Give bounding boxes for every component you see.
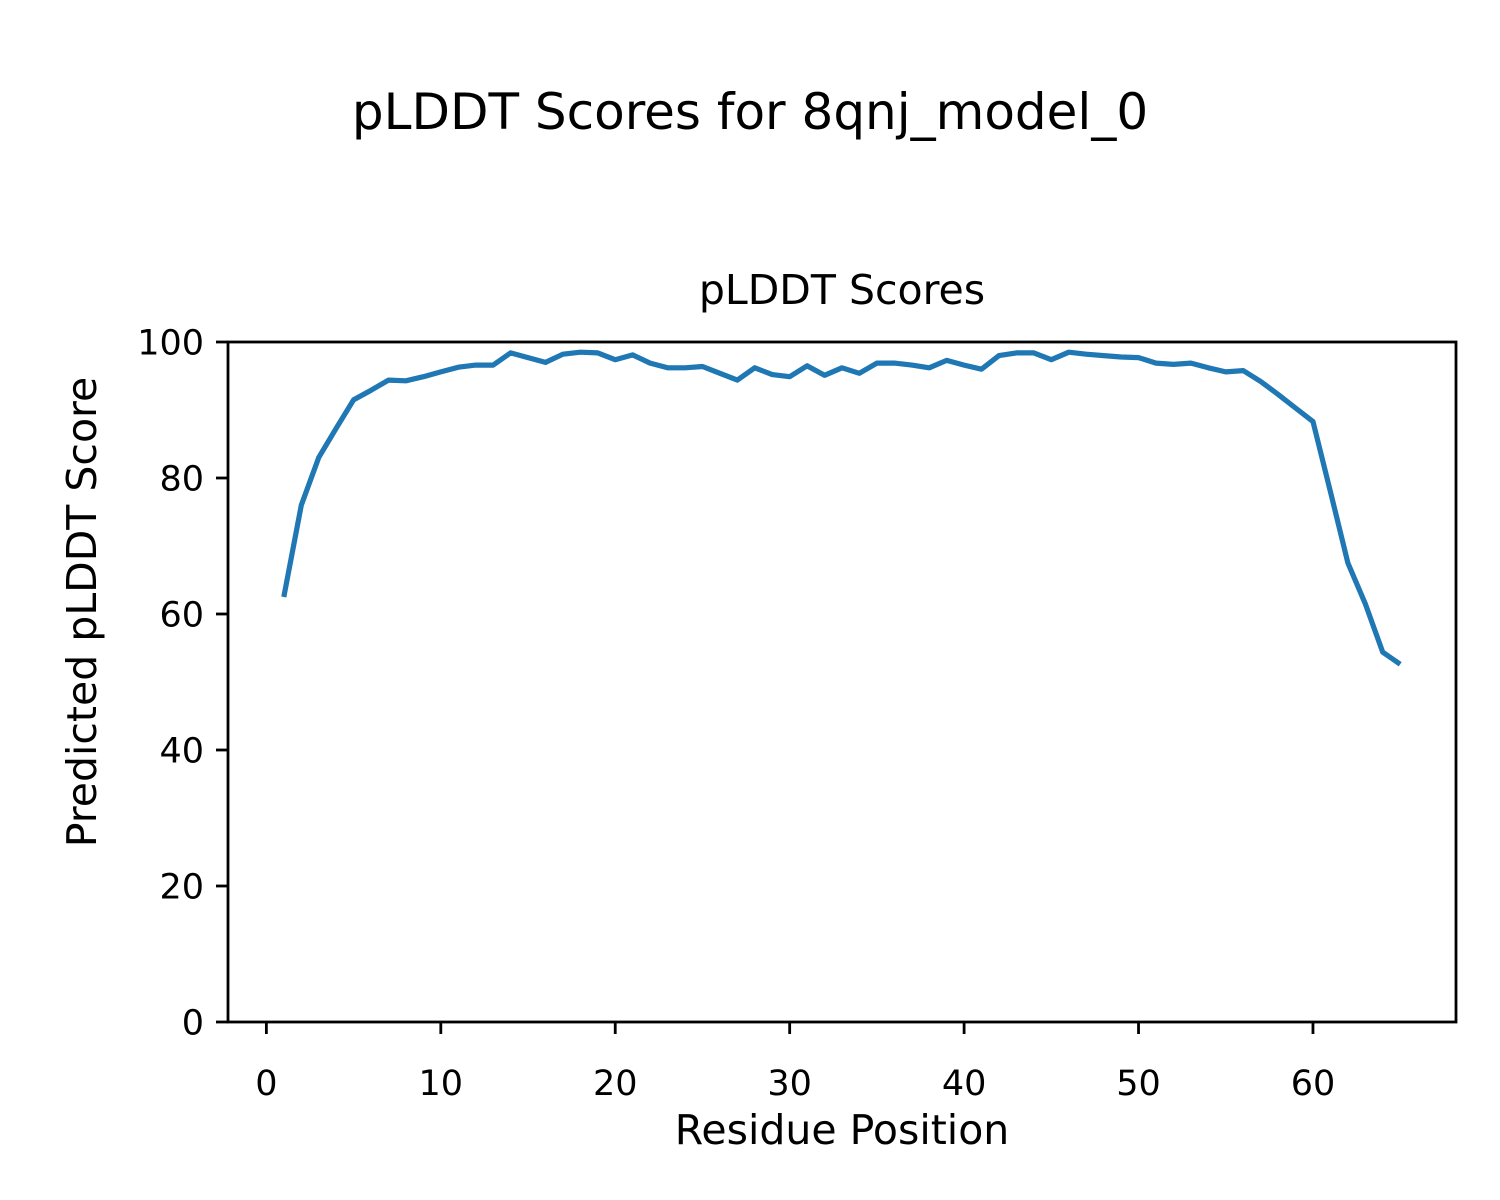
y-tick-label: 60 [159,596,204,636]
y-tick-label: 80 [159,460,204,500]
x-tick-label: 20 [593,1064,638,1104]
y-tick-label: 20 [159,868,204,908]
x-tick-label: 30 [767,1064,812,1104]
x-tick-label: 0 [255,1064,277,1104]
y-tick-label: 0 [182,1004,204,1044]
axes-title: pLDDT Scores [698,266,986,314]
y-tick-label: 40 [159,732,204,772]
x-tick-label: 40 [942,1064,987,1104]
axes-spines [226,340,1458,1024]
y-tick-label: 100 [137,324,204,364]
x-tick-label: 50 [1116,1064,1161,1104]
figure-suptitle: pLDDT Scores for 8qnj_model_0 [351,83,1149,141]
x-axis-label: Residue Position [674,1106,1010,1154]
x-tick-label: 10 [419,1064,464,1104]
plddt-line-series [281,349,1402,667]
x-tick-label: 60 [1291,1064,1336,1104]
